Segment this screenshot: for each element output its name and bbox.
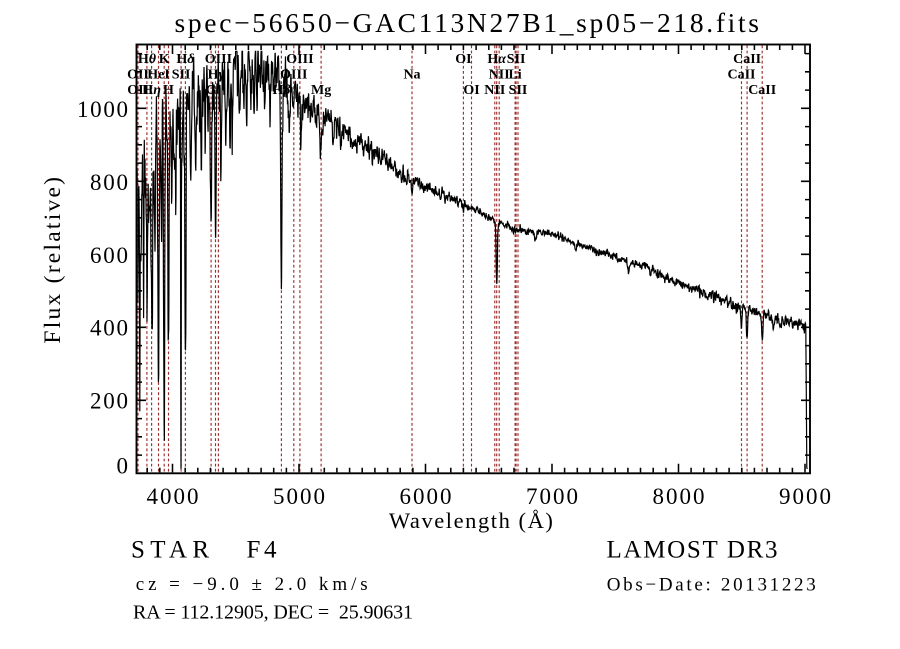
svg-text:RA = 112.12905, DEC = 25.9063: RA = 112.12905, DEC = 25.90631 xyxy=(133,602,413,624)
svg-text:4000: 4000 xyxy=(147,484,199,509)
svg-text:cz = −9.0 ± 2.0 km/s: cz = −9.0 ± 2.0 km/s xyxy=(136,574,368,595)
svg-text:OI: OI xyxy=(463,83,479,98)
svg-text:SII: SII xyxy=(507,52,526,67)
svg-text:Hδ: Hδ xyxy=(176,52,194,67)
svg-text:K: K xyxy=(159,52,170,67)
svg-text:Hθ: Hθ xyxy=(138,52,157,67)
svg-text:CaII: CaII xyxy=(748,83,776,98)
svg-text:SII: SII xyxy=(172,68,191,83)
svg-text:200: 200 xyxy=(90,388,128,413)
svg-text:8000: 8000 xyxy=(653,484,705,509)
svg-text:F4: F4 xyxy=(247,537,278,564)
svg-text:OIII: OIII xyxy=(205,52,232,67)
svg-text:Hη: Hη xyxy=(142,83,161,98)
svg-text:STAR: STAR xyxy=(131,537,209,564)
svg-text:spec−56650−GAC113N27B1_sp05−21: spec−56650−GAC113N27B1_sp05−218.fits xyxy=(175,7,759,38)
svg-text:LAMOST DR3: LAMOST DR3 xyxy=(607,537,778,564)
svg-text:OIII: OIII xyxy=(280,68,307,83)
svg-text:0: 0 xyxy=(117,454,129,479)
svg-text:6000: 6000 xyxy=(400,484,452,509)
svg-text:Mg: Mg xyxy=(311,83,331,98)
svg-text:OI: OI xyxy=(455,52,471,67)
svg-text:Na: Na xyxy=(403,68,420,83)
svg-text:OII: OII xyxy=(127,83,149,98)
svg-text:OIII: OIII xyxy=(286,52,313,67)
svg-text:SII: SII xyxy=(509,83,528,98)
svg-text:Hα: Hα xyxy=(487,52,506,67)
svg-text:7000: 7000 xyxy=(526,484,578,509)
svg-text:NII: NII xyxy=(489,68,510,83)
svg-text:HeI: HeI xyxy=(147,68,170,83)
svg-text:Hγ: Hγ xyxy=(208,68,225,83)
svg-text:CaII: CaII xyxy=(727,68,755,83)
svg-text:5000: 5000 xyxy=(273,484,325,509)
svg-text:600: 600 xyxy=(90,243,128,268)
svg-text:OII: OII xyxy=(127,68,149,83)
svg-text:400: 400 xyxy=(90,316,128,341)
svg-text:CaII: CaII xyxy=(733,52,761,67)
svg-text:Wavelength (Å): Wavelength (Å) xyxy=(389,508,553,533)
svg-text:9000: 9000 xyxy=(779,484,831,509)
svg-text:NII: NII xyxy=(484,83,505,98)
svg-text:H: H xyxy=(163,83,174,98)
svg-text:800: 800 xyxy=(90,170,128,195)
svg-text:Hβ: Hβ xyxy=(272,83,291,98)
svg-text:1000: 1000 xyxy=(77,97,128,122)
svg-text:Obs−Date: 20131223: Obs−Date: 20131223 xyxy=(607,575,816,596)
svg-text:Li: Li xyxy=(508,68,521,83)
svg-text:G: G xyxy=(206,83,217,98)
svg-text:Flux (relative): Flux (relative) xyxy=(40,177,66,344)
